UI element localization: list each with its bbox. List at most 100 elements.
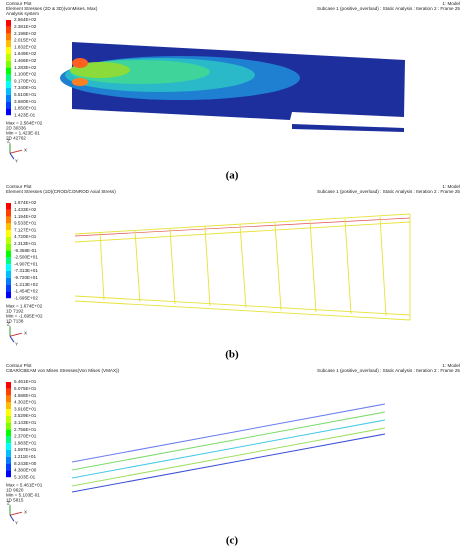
summary: 1D 9620: [6, 487, 24, 492]
legend-label: 7.127E+01: [14, 227, 37, 232]
summary: Min = -1.695E+02: [6, 313, 43, 318]
legend-band: [6, 277, 11, 285]
legend-label: 2.313E+01: [14, 241, 37, 246]
legend-band: [6, 450, 11, 457]
legend-band: [6, 456, 11, 464]
legend-band: [6, 230, 11, 237]
legend-band: [6, 257, 11, 265]
legend-label: 1.433E+02: [14, 207, 37, 212]
legend-label: 1.597E+01: [14, 447, 37, 452]
summary: 1D 5815: [6, 497, 24, 502]
legend-band: [6, 40, 11, 48]
summary: 2D 30336: [6, 125, 26, 130]
plot-title: CBAR/CBEAM von Mises Stresses(Von Mises …: [6, 368, 120, 373]
legend-label: -9.358E-01: [14, 248, 37, 253]
legend-band: [6, 101, 11, 109]
legend-label: 1.194E+02: [14, 214, 37, 219]
legend-label: 1.983E+01: [14, 440, 37, 445]
legend-label: 9.533E+01: [14, 221, 37, 226]
header-right: 1: Model: [442, 184, 460, 189]
legend-label: 4.688E+01: [14, 393, 37, 398]
legend-band: [6, 470, 11, 478]
axis-x: [9, 149, 23, 154]
header-right: 1: Model: [442, 363, 460, 368]
legend-label: 4.302E+01: [14, 400, 37, 405]
axis-x: [9, 332, 23, 337]
legend-label: 1.211E+01: [14, 454, 36, 459]
model-a: [60, 42, 405, 132]
triad-label: X: [24, 509, 27, 514]
triad-label: Y: [15, 341, 18, 346]
legend-band: [6, 416, 11, 423]
legend-label: -1.695E+02: [14, 295, 38, 300]
header-right: 1: Model: [442, 1, 460, 6]
legend-label: 2.564E+02: [14, 17, 37, 22]
summary: Min = 1.423E-01: [6, 130, 40, 135]
axis-y: [9, 514, 15, 522]
triad-label: X: [24, 330, 27, 335]
legend-label: 1.466E+02: [14, 58, 37, 63]
legend-label: 3.916E+01: [14, 406, 37, 411]
legend-band: [6, 243, 11, 251]
legend-label: 1.674E+02: [14, 200, 37, 205]
legend-band: [6, 60, 11, 68]
legend-band: [6, 402, 11, 410]
legend-label: 2.015E+02: [14, 38, 37, 43]
legend-band: [6, 209, 11, 217]
legend-band: [6, 388, 11, 396]
legend-band: [6, 223, 11, 231]
summary: Max = 2.564E+02: [6, 120, 43, 125]
summary: Max = 1.674E+02: [6, 303, 43, 308]
legend-label: 2.198E+02: [14, 31, 37, 36]
triad-label: Y: [15, 520, 18, 525]
legend-band: [6, 264, 11, 271]
legend-label: 7.340E+01: [14, 85, 37, 90]
legend-band: [6, 436, 11, 444]
legend-band: [6, 237, 11, 244]
axis-y: [9, 152, 15, 160]
legend-label: 8.243E+00: [14, 461, 37, 466]
legend-label: 1.649E+02: [14, 51, 37, 56]
caption: (b): [225, 349, 239, 361]
legend-band: [6, 203, 11, 210]
caption: (a): [226, 170, 239, 182]
legend-band: [6, 108, 11, 116]
legend-band: [6, 47, 11, 54]
legend-label: 1.100E+02: [14, 72, 37, 77]
legend-band: [6, 20, 11, 27]
legend-label: 5.103E-01: [14, 474, 36, 479]
legend-label: 1.283E+02: [14, 65, 37, 70]
legend-label: -9.720E+01: [14, 275, 38, 280]
legend-label: -1.454E+02: [14, 289, 38, 294]
legend-band: [6, 382, 11, 389]
legend-band: [6, 291, 11, 299]
summary: Min = 5.103E-01: [6, 492, 40, 497]
legend-band: [6, 271, 11, 278]
legend-label: 3.529E+01: [14, 413, 37, 418]
legend-label: 9.170E+01: [14, 78, 37, 83]
legend-band: [6, 74, 11, 82]
legend-label: 4.380E+00: [14, 468, 37, 473]
triad-label: Z: [7, 500, 10, 505]
model-c: [71, 403, 386, 493]
legend-band: [6, 81, 11, 88]
legend-band: [6, 409, 11, 416]
legend-label: 2.370E+01: [14, 434, 37, 439]
plot-title: Analysis system: [6, 11, 39, 16]
legend-band: [6, 54, 11, 61]
plot-title: Element Stresses (1D)(CROD/CONROD Axial …: [6, 189, 116, 194]
legend-label: 3.680E+01: [14, 99, 37, 104]
header-right: Subcase 1 (positive_overload) : Static A…: [317, 189, 460, 194]
header-right: Subcase 1 (positive_overload) : Static A…: [317, 6, 460, 11]
legend-band: [6, 88, 11, 95]
legend-label: -2.500E+01: [14, 255, 38, 260]
plot-title: Contour Plot: [6, 1, 32, 6]
triad-label: X: [24, 147, 27, 152]
legend-label: 2.381E+02: [14, 24, 37, 29]
summary: Max = 5.461E+01: [6, 482, 43, 487]
legend-band: [6, 67, 11, 75]
legend-label: 1.850E+01: [14, 106, 37, 111]
legend-band: [6, 94, 11, 102]
